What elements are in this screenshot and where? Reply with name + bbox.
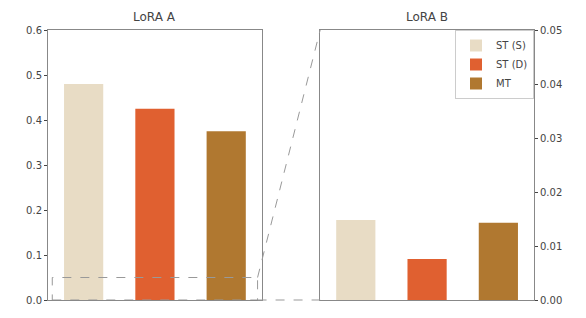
svg-text:0.2: 0.2 — [26, 205, 42, 216]
svg-text:0.0: 0.0 — [26, 295, 42, 306]
svg-text:LoRA A: LoRA A — [133, 10, 176, 24]
svg-text:MT: MT — [496, 78, 512, 89]
svg-text:0.6: 0.6 — [26, 25, 42, 36]
svg-text:0.00: 0.00 — [540, 295, 562, 306]
svg-text:0.3: 0.3 — [26, 160, 42, 171]
svg-text:0.5: 0.5 — [26, 70, 42, 81]
svg-text:0.01: 0.01 — [540, 241, 562, 252]
svg-text:LoRA B: LoRA B — [406, 10, 448, 24]
svg-text:0.04: 0.04 — [540, 79, 562, 90]
svg-text:0.4: 0.4 — [26, 115, 42, 126]
svg-text:0.03: 0.03 — [540, 133, 562, 144]
svg-text:0.1: 0.1 — [26, 250, 42, 261]
svg-text:0.02: 0.02 — [540, 187, 562, 198]
svg-text:ST (S): ST (S) — [496, 40, 526, 51]
svg-text:ST (D): ST (D) — [496, 59, 527, 70]
svg-text:0.05: 0.05 — [540, 25, 562, 36]
